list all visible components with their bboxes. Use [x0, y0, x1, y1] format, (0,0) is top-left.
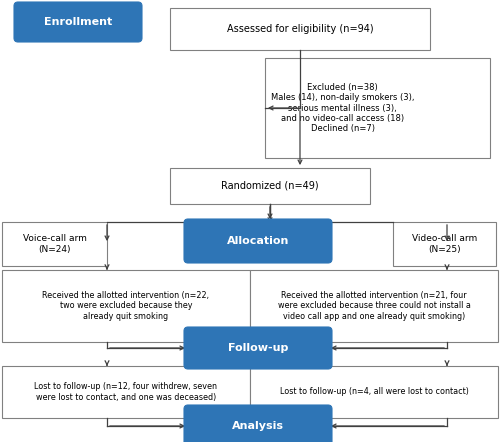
- Text: Lost to follow-up (n=4, all were lost to contact): Lost to follow-up (n=4, all were lost to…: [280, 388, 468, 396]
- Bar: [250, 270, 498, 342]
- Text: Excluded (n=38)
Males (14), non-daily smokers (3),
serious mental illness (3),
a: Excluded (n=38) Males (14), non-daily sm…: [271, 83, 414, 133]
- Text: Assessed for eligibility (n=94): Assessed for eligibility (n=94): [226, 24, 374, 34]
- Text: Analysis: Analysis: [232, 421, 284, 431]
- Text: Received the allotted intervention (n=22,
two were excluded because they
already: Received the allotted intervention (n=22…: [42, 291, 209, 321]
- Text: Enrollment: Enrollment: [44, 17, 112, 27]
- Text: Follow-up: Follow-up: [228, 343, 288, 353]
- Bar: [170, 168, 370, 204]
- Text: Video-call arm
(N=25): Video-call arm (N=25): [412, 234, 477, 254]
- Bar: [2, 366, 250, 418]
- FancyBboxPatch shape: [184, 327, 332, 369]
- FancyBboxPatch shape: [184, 405, 332, 442]
- Bar: [265, 58, 490, 158]
- FancyBboxPatch shape: [14, 2, 142, 42]
- Text: Randomized (n=49): Randomized (n=49): [221, 181, 319, 191]
- Bar: [2, 270, 250, 342]
- Text: Lost to follow-up (n=12, four withdrew, seven
were lost to contact, and one was : Lost to follow-up (n=12, four withdrew, …: [34, 382, 218, 402]
- Bar: [170, 8, 430, 50]
- Bar: [2, 222, 107, 266]
- Text: Allocation: Allocation: [227, 236, 289, 246]
- Bar: [393, 222, 496, 266]
- Bar: [250, 366, 498, 418]
- Text: Received the allotted intervention (n=21, four
were excluded because three could: Received the allotted intervention (n=21…: [278, 291, 470, 321]
- Text: Voice-call arm
(N=24): Voice-call arm (N=24): [22, 234, 86, 254]
- FancyBboxPatch shape: [184, 219, 332, 263]
